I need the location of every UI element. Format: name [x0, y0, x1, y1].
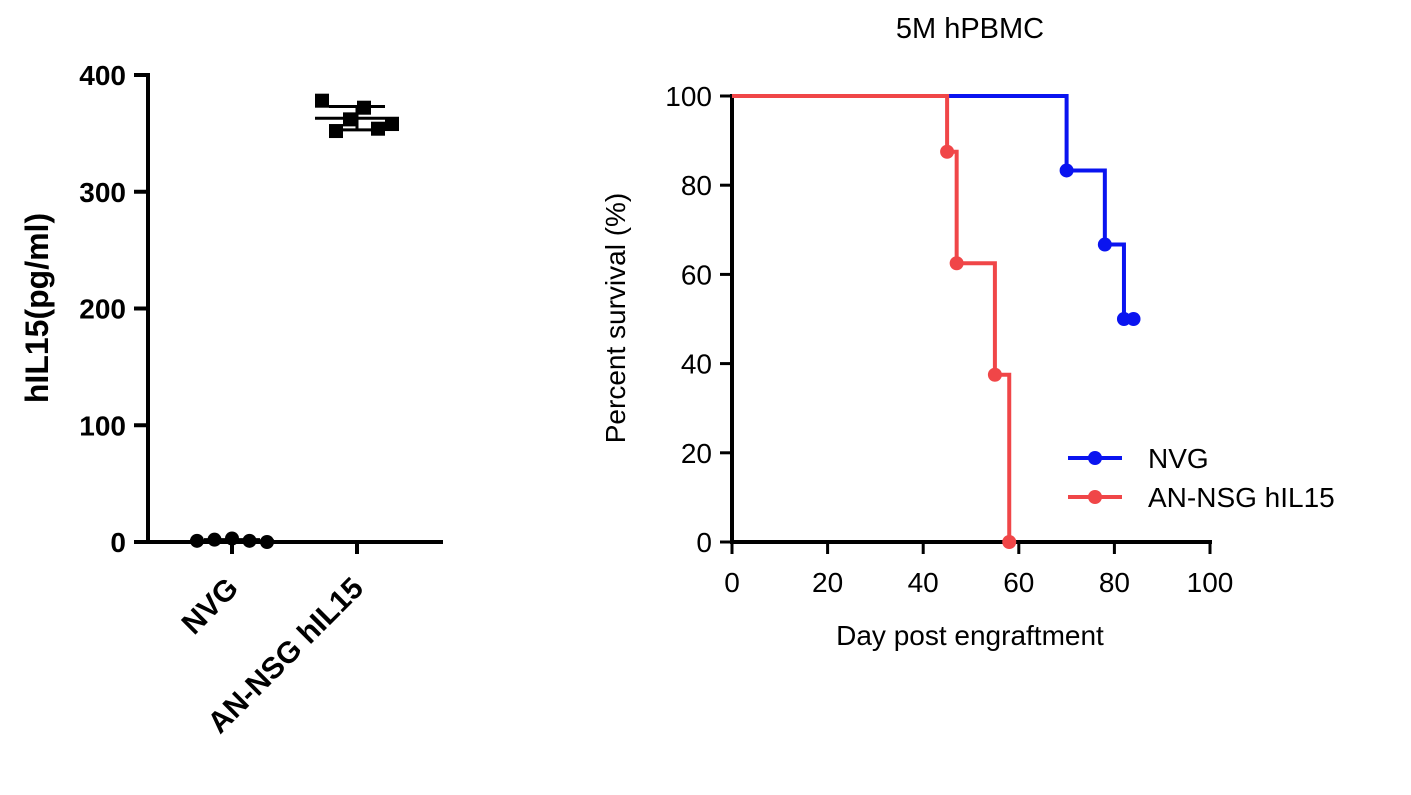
survival-plot: 5M hPBMC Percent survival (%) Day post e… — [600, 13, 1335, 651]
left-y-tick-label: 300 — [79, 177, 126, 208]
data-point — [385, 117, 399, 132]
left-y-tick-label: 400 — [79, 60, 126, 91]
survival-y-tick-label: 60 — [681, 259, 712, 290]
survival-mark — [1126, 312, 1141, 326]
legend-label: AN-NSG hIL15 — [1148, 482, 1335, 513]
left-y-tick-label: 200 — [79, 294, 126, 325]
survival-y-tick-label: 100 — [665, 81, 712, 112]
survival-x-tick-label: 60 — [1003, 567, 1034, 598]
survival-mark — [1059, 163, 1074, 178]
legend-label: NVG — [1148, 443, 1209, 474]
left-y-axis-label: hIL15(pg/ml) — [19, 213, 55, 403]
survival-y-tick-label: 0 — [696, 527, 712, 558]
survival-line — [732, 94, 1012, 542]
survival-mark — [987, 367, 1002, 382]
survival-mark — [940, 144, 955, 159]
survival-y-axis-label: Percent survival (%) — [600, 193, 631, 444]
survival-y-tick-label: 20 — [681, 438, 712, 469]
data-point — [371, 121, 385, 136]
data-point — [207, 532, 222, 547]
left-y-tick-label: 100 — [79, 410, 126, 441]
survival-x-axis-label: Day post engraftment — [836, 620, 1104, 651]
survival-x-tick-label: 40 — [908, 567, 939, 598]
survival-mark — [949, 256, 964, 271]
survival-y-tick-label: 80 — [681, 170, 712, 201]
survival-mark — [1097, 237, 1112, 252]
data-point — [190, 533, 204, 548]
data-point — [260, 535, 274, 549]
data-point — [242, 533, 257, 548]
legend-marker — [1088, 451, 1102, 465]
left-marks — [190, 93, 399, 549]
survival-x-tick-label: 20 — [812, 567, 843, 598]
survival-x-tick-label: 80 — [1099, 567, 1130, 598]
legend-marker — [1088, 490, 1102, 504]
left-x-tick-label: NVG — [176, 572, 245, 641]
survival-mark — [1002, 535, 1017, 549]
survival-legend: NVG AN-NSG hIL15 — [1068, 443, 1335, 513]
survival-x-tick-label: 0 — [724, 567, 740, 598]
survival-y-tick-label: 40 — [681, 349, 712, 380]
survival-axes: 0 20 40 60 80 100 0 20 40 60 80 100 — [665, 81, 1233, 598]
survival-marks — [732, 94, 1141, 549]
data-point — [225, 531, 239, 546]
data-point — [315, 93, 329, 108]
survival-title: 5M hPBMC — [896, 13, 1044, 45]
data-point — [357, 100, 371, 115]
data-point — [329, 124, 343, 139]
left-y-tick-label: 0 — [110, 527, 126, 558]
survival-line — [732, 94, 1134, 321]
survival-x-tick-label: 100 — [1187, 567, 1234, 598]
data-point — [343, 112, 357, 127]
